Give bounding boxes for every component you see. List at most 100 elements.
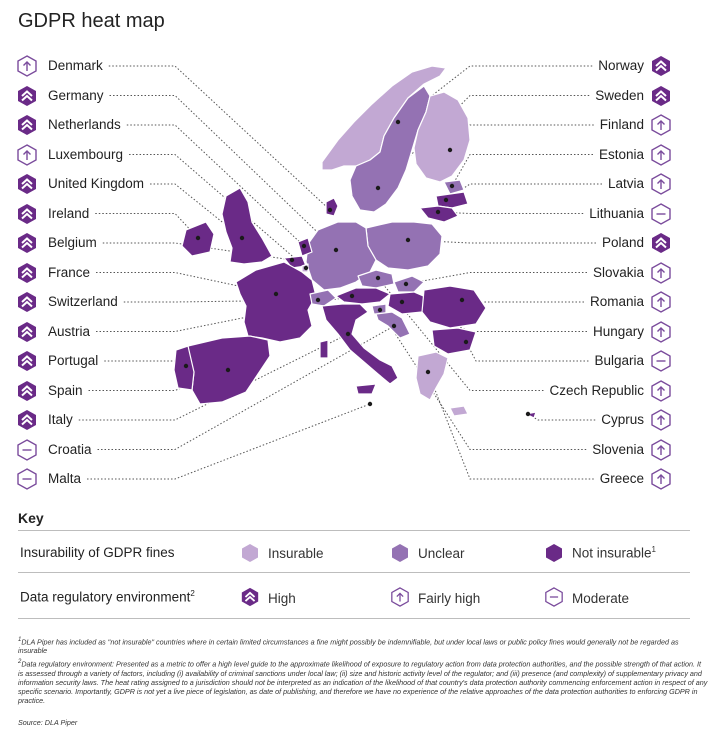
leader-malta: [87, 403, 371, 480]
anchor-estonia: [449, 183, 455, 189]
country-shape-sicily: [355, 383, 377, 395]
europe-map: [78, 65, 602, 480]
fairly-high-arrow-icon: [650, 320, 672, 343]
leader-lithuania: [437, 211, 584, 214]
anchor-romania: [459, 297, 465, 303]
country-label-spain: Spain: [48, 382, 83, 398]
footnotes: 1DLA Piper has included as "not insurabl…: [18, 636, 708, 708]
high-double-chevron-icon: [16, 291, 38, 313]
country-label-hungary: Hungary: [592, 323, 644, 339]
legend-not-insurable: Not insurable1: [544, 543, 656, 563]
high-double-chevron-icon: [16, 321, 38, 343]
country-label-luxembourg: Luxembourg: [48, 146, 124, 162]
country-shape-denmark: [325, 197, 339, 217]
key-divider-bottom: [18, 618, 690, 619]
leader-portugal: [104, 360, 187, 367]
country-shape-greece-islands: [449, 405, 469, 417]
anchor-hungary: [399, 299, 405, 305]
country-shape-switzerland: [309, 289, 337, 307]
anchor-luxembourg: [303, 265, 309, 271]
anchor-cyprus: [525, 411, 531, 417]
country-shape-czech: [357, 269, 395, 289]
high-double-chevron-icon: [16, 409, 38, 431]
high-double-chevron-icon: [16, 380, 38, 402]
anchor-greece: [425, 369, 431, 375]
leader-greece: [427, 371, 594, 480]
country-shape-slovakia: [393, 275, 425, 293]
anchor-poland: [405, 237, 411, 243]
country-shape-lithuania: [419, 205, 459, 223]
legend-insurable: Insurable: [240, 543, 324, 563]
anchor-norway: [395, 119, 401, 125]
country-label-greece: Greece: [599, 471, 644, 486]
legend-insurable-label: Insurable: [268, 545, 324, 561]
leader-denmark: [108, 65, 331, 211]
high-double-chevron-icon: [16, 262, 38, 284]
key-divider-middle: [18, 572, 690, 573]
country-label-poland: Poland: [601, 235, 644, 250]
country-label-netherlands: Netherlands: [48, 117, 121, 132]
leader-latvia: [445, 183, 602, 201]
moderate-dash-icon: [544, 587, 564, 610]
country-label-norway: Norway: [598, 58, 644, 73]
country-shape-france: [235, 261, 317, 343]
leader-italy: [78, 333, 349, 421]
country-label-ireland: Ireland: [48, 205, 90, 221]
leader-estonia: [451, 154, 593, 187]
country-shape-finland: [413, 91, 471, 183]
country-shape-bulgaria: [431, 327, 477, 355]
country-label-switzerland: Switzerland: [48, 294, 118, 309]
insurable-swatch-icon: [242, 544, 258, 562]
country-label-slovenia: Slovenia: [592, 441, 644, 457]
country-label-bulgaria: Bulgaria: [594, 353, 644, 368]
fairly-high-arrow-icon: [650, 291, 672, 313]
country-shape-portugal: [173, 345, 195, 391]
country-shape-italy: [321, 303, 399, 385]
country-label-cyprus: Cyprus: [601, 412, 644, 427]
footnote-1: 1DLA Piper has included as "not insurabl…: [18, 637, 679, 656]
country-label-portugal: Portugal: [48, 353, 99, 368]
country-label-lithuania: Lithuania: [589, 205, 644, 221]
anchor-malta: [367, 401, 373, 407]
country-shape-greece: [415, 351, 449, 401]
legend-fairly-high-label: Fairly high: [418, 591, 481, 606]
country-label-united-kingdom: United Kingdom: [48, 176, 145, 191]
fairly-high-arrow-icon: [390, 587, 410, 610]
country-label-estonia: Estonia: [598, 146, 644, 162]
anchor-finland: [447, 147, 453, 153]
country-label-belgium: Belgium: [48, 235, 97, 250]
legend-moderate-label: Moderate: [572, 591, 630, 606]
fairly-high-arrow-icon: [650, 438, 672, 461]
high-double-chevron-icon: [16, 85, 38, 107]
insurability-label: Insurability of GDPR fines: [20, 545, 175, 560]
legend-moderate: Moderate: [544, 587, 629, 610]
anchor-austria: [349, 293, 355, 299]
fairly-high-arrow-icon: [16, 143, 38, 166]
high-double-chevron-icon: [16, 232, 38, 254]
anchor-italy: [345, 331, 351, 337]
country-label-croatia: Croatia: [48, 441, 92, 457]
anchor-portugal: [183, 363, 189, 369]
fairly-high-arrow-icon: [650, 261, 672, 284]
country-label-slovakia: Slovakia: [592, 264, 644, 280]
leader-germany: [109, 95, 337, 251]
high-double-chevron-icon: [16, 173, 38, 195]
country-label-austria: Austria: [48, 323, 91, 339]
high-double-chevron-icon: [650, 55, 672, 77]
fairly-high-arrow-icon: [650, 143, 672, 166]
country-shape-poland: [365, 221, 443, 271]
fairly-high-arrow-icon: [650, 468, 672, 490]
legend-unclear-label: Unclear: [418, 545, 465, 561]
legend-high-label: High: [268, 591, 296, 606]
high-double-chevron-icon: [16, 350, 38, 372]
anchor-ireland: [195, 235, 201, 241]
anchor-spain: [225, 367, 231, 373]
country-shape-austria: [335, 287, 391, 305]
country-label-italy: Italy: [48, 412, 73, 427]
leader-croatia: [97, 325, 395, 450]
legend-unclear: Unclear: [390, 543, 465, 563]
country-shape-uk: [221, 187, 273, 265]
anchor-lithuania: [435, 209, 441, 215]
fairly-high-arrow-icon: [16, 55, 38, 77]
leader-netherlands: [126, 124, 305, 247]
